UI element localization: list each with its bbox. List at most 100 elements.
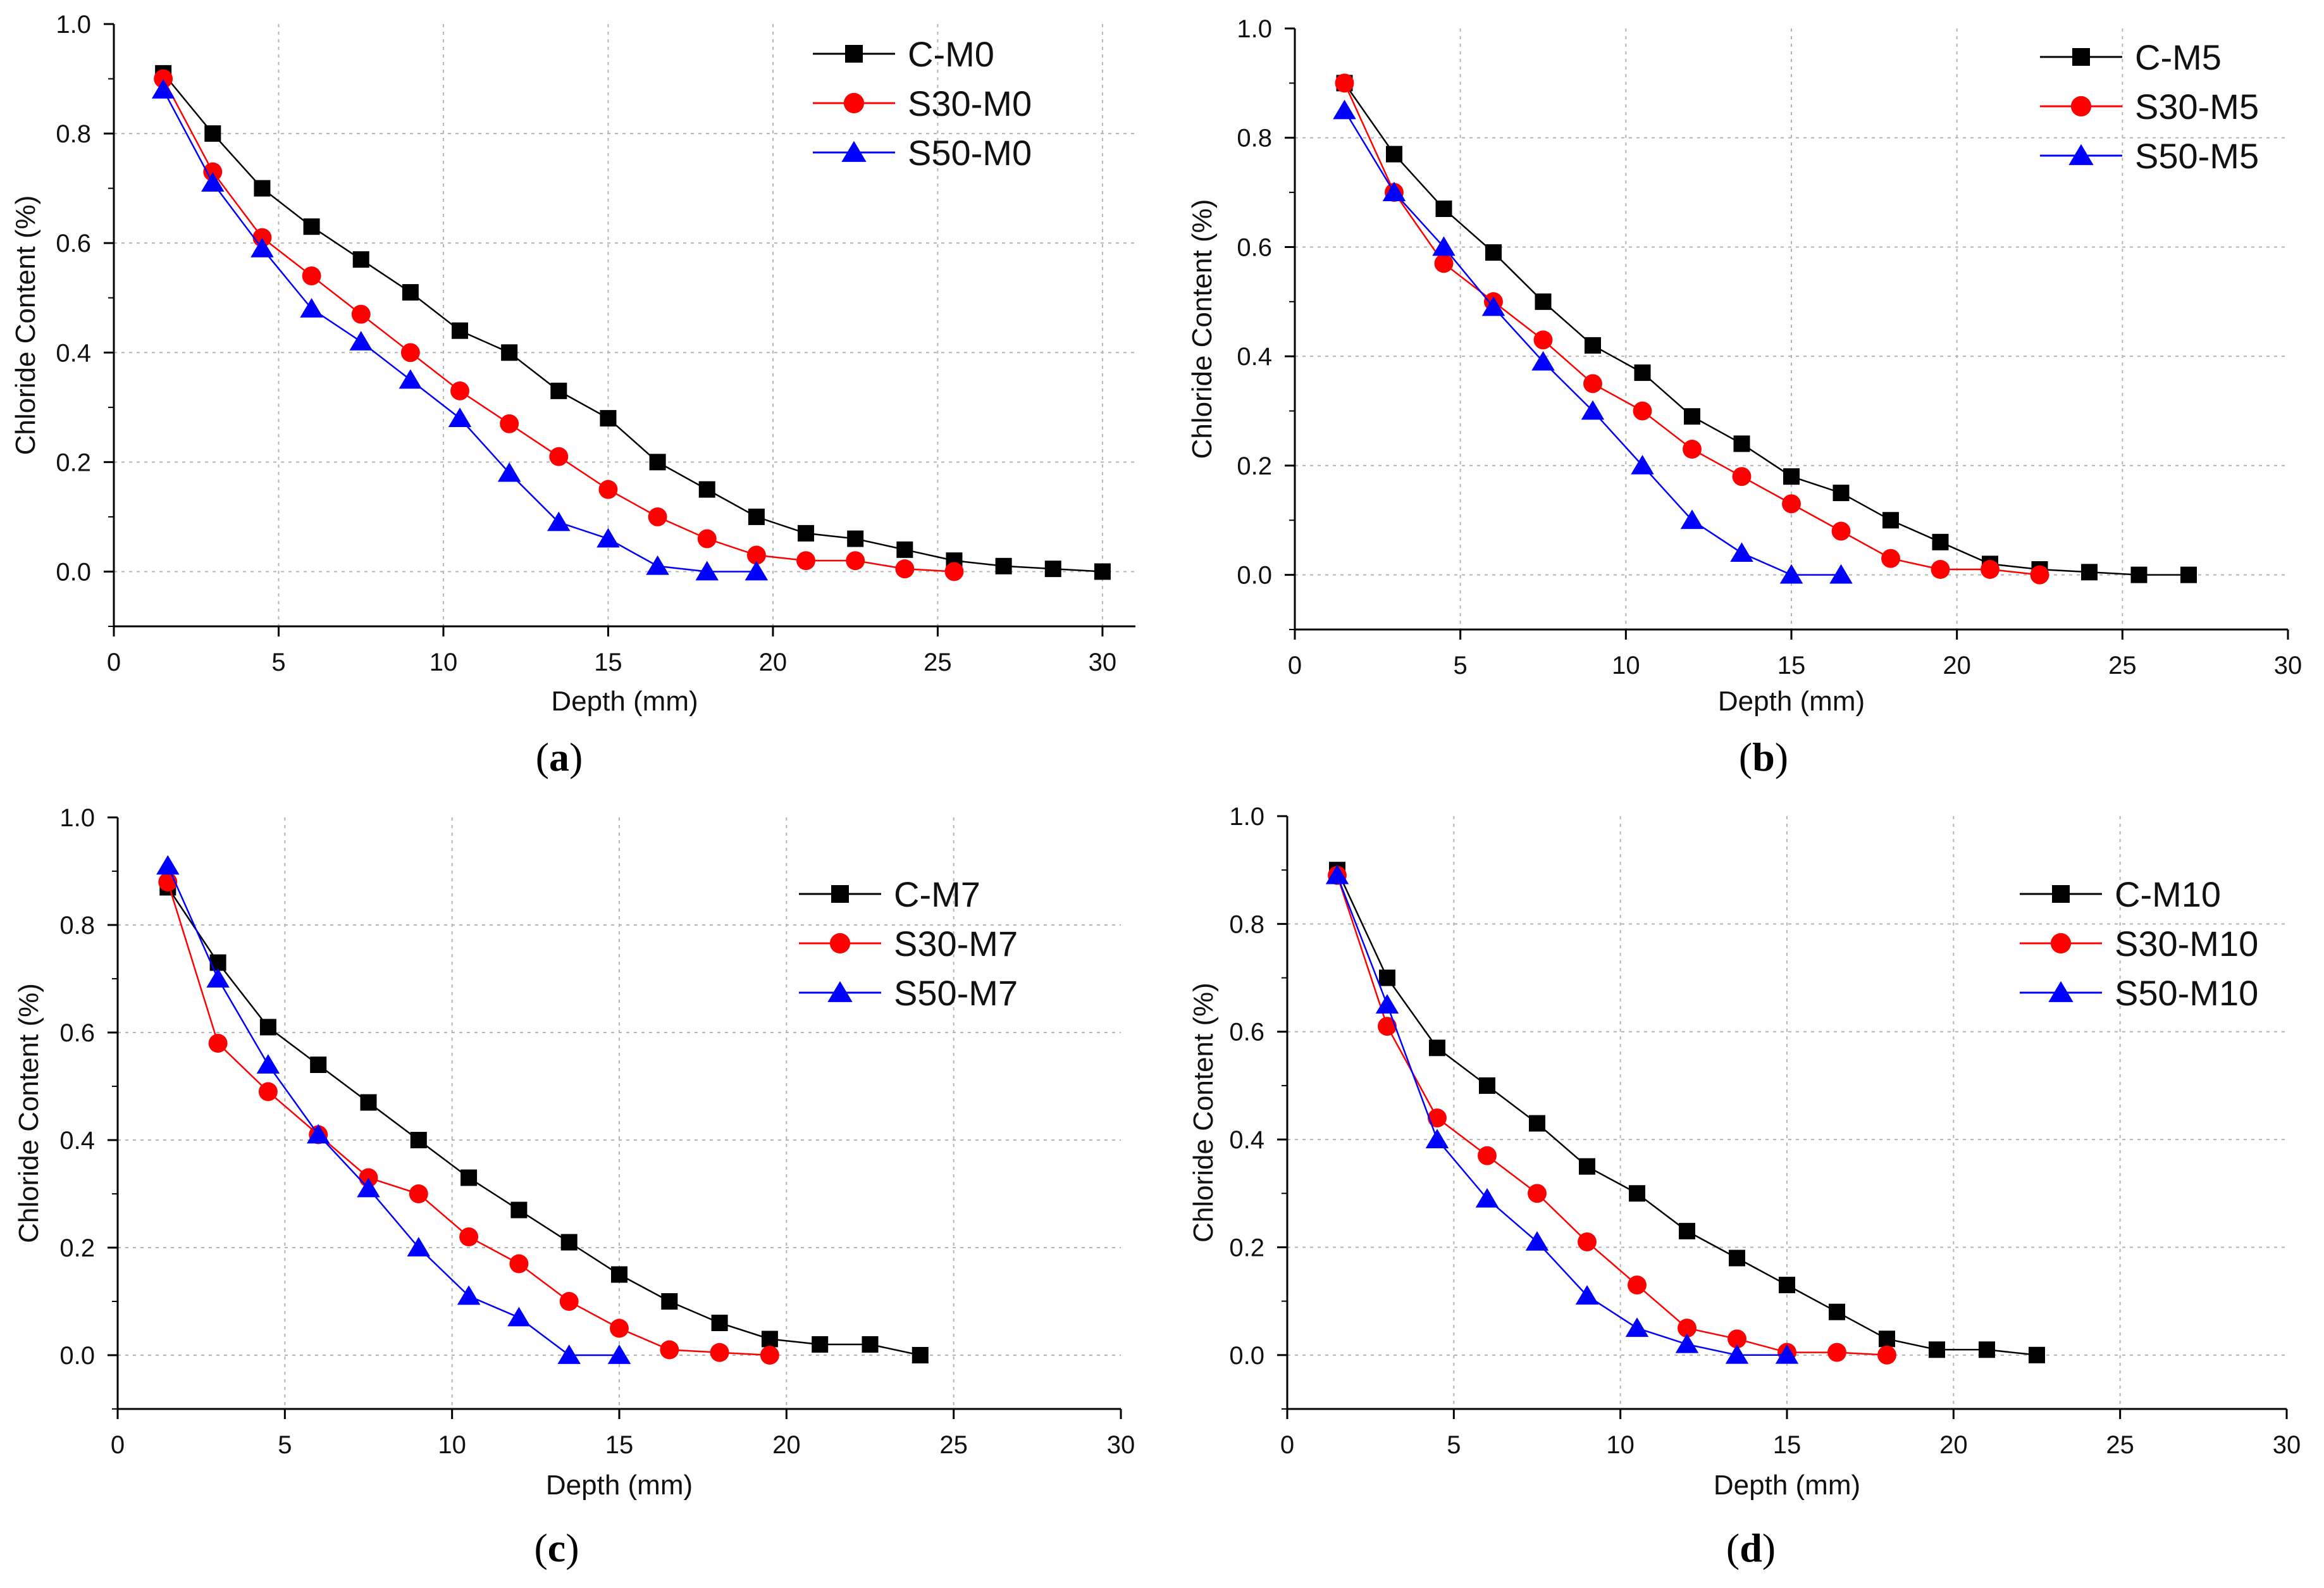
x-tick-label: 30	[2273, 1431, 2301, 1459]
data-point	[1481, 296, 1505, 316]
data-point	[448, 407, 472, 427]
x-tick-label: 15	[1777, 652, 1806, 679]
x-tick-label: 10	[1606, 1431, 1635, 1459]
data-point	[256, 1054, 280, 1074]
data-point	[1877, 1345, 1896, 1365]
data-point	[1675, 1333, 1699, 1353]
legend-label: C-M0	[908, 34, 994, 74]
data-point	[1531, 350, 1555, 371]
data-point	[697, 529, 717, 549]
data-point	[1725, 1344, 1749, 1364]
caption-open-paren: (	[536, 735, 549, 779]
x-axis-title: Depth (mm)	[546, 1470, 693, 1501]
data-point	[1633, 401, 1652, 421]
y-tick-label: 0.6	[1229, 1019, 1264, 1046]
data-point	[1729, 1250, 1745, 1267]
data-point	[1428, 1108, 1447, 1127]
x-tick-label: 20	[1943, 652, 1971, 679]
x-tick-label: 15	[605, 1431, 634, 1459]
y-axis-title: Chloride Content (%)	[1188, 983, 1219, 1243]
data-point	[402, 284, 419, 301]
data-point	[407, 1237, 431, 1256]
data-point	[557, 1344, 581, 1364]
chart-panel-d: 0 5 10 15 20 25 30 0.0 0.2 0.4 0.6 0.8 1.0 Depth (mm)…	[1188, 803, 2301, 1570]
data-point	[310, 1057, 327, 1073]
legend: C-M7 S30-M7 S50-M7	[799, 874, 1018, 1013]
caption-letter: a	[549, 735, 569, 779]
data-point	[2029, 1346, 2045, 1363]
data-point	[2030, 565, 2049, 585]
x-axis-title: Depth (mm)	[1718, 686, 1865, 717]
data-point	[995, 557, 1012, 574]
y-tick-label: 0.8	[56, 120, 91, 148]
data-point	[550, 382, 567, 399]
x-tick-label: 30	[1089, 648, 1117, 676]
data-point	[302, 266, 321, 286]
caption-open-paren: (	[534, 1525, 547, 1570]
data-point	[1379, 969, 1395, 986]
data-point	[661, 1293, 678, 1310]
data-point	[151, 78, 175, 99]
x-tick-label: 25	[2106, 1431, 2134, 1459]
data-point	[1782, 494, 1801, 514]
data-point	[1432, 236, 1456, 256]
data-point	[1325, 864, 1349, 884]
legend-marker	[845, 45, 863, 63]
legend-marker	[841, 140, 867, 162]
x-axis-title: Depth (mm)	[551, 686, 698, 717]
series-S30-M5	[1335, 73, 2049, 585]
data-point	[1386, 146, 1402, 163]
data-point	[1684, 408, 1700, 425]
x-tick-label: 10	[430, 648, 458, 676]
y-tick-label: 0.8	[59, 912, 95, 940]
series-S30-M7	[158, 872, 779, 1365]
series-S50-M7	[156, 855, 631, 1364]
x-tick-label: 15	[594, 648, 622, 676]
x-tick-label: 0	[107, 648, 121, 676]
data-point	[1679, 1222, 1695, 1239]
series-line	[163, 73, 1103, 573]
caption-close-paren: )	[1775, 735, 1788, 779]
data-point	[1528, 1184, 1547, 1203]
data-point	[450, 381, 469, 400]
legend-label: S50-M0	[908, 133, 1032, 173]
y-tick-label: 0.2	[59, 1234, 95, 1262]
y-tick-label: 0.0	[1237, 562, 1272, 590]
y-tick-label: 0.4	[1229, 1126, 1264, 1154]
data-point	[1533, 330, 1553, 350]
data-point	[306, 1124, 330, 1144]
data-point	[1730, 542, 1753, 562]
data-point	[1979, 1341, 1995, 1358]
legend-marker	[831, 885, 849, 903]
legend: C-M10 S30-M10 S50-M10	[2020, 874, 2258, 1013]
data-point	[649, 454, 666, 471]
data-point	[1581, 400, 1605, 420]
data-point	[1425, 1129, 1449, 1148]
data-point	[611, 1266, 627, 1283]
caption-letter: d	[1740, 1525, 1762, 1570]
data-point	[500, 414, 519, 433]
data-point	[1625, 1317, 1649, 1337]
data-point	[1478, 1146, 1497, 1165]
data-point	[300, 298, 323, 318]
data-point	[1783, 468, 1800, 485]
data-point	[847, 530, 864, 547]
caption-close-paren: )	[1762, 1525, 1776, 1570]
data-point	[460, 1169, 478, 1186]
y-tick-label: 1.0	[1229, 803, 1264, 831]
data-point	[1680, 509, 1704, 530]
chart-panel-b: 0 5 10 15 20 25 30 0.0 0.2 0.4 0.6 0.8 1.0 Depth (mm)…	[1187, 15, 2302, 779]
data-point	[258, 1082, 278, 1101]
y-axis-title: Chloride Content (%)	[1187, 199, 1218, 459]
data-point	[1827, 1343, 1846, 1362]
data-point	[695, 561, 719, 581]
x-tick-label: 5	[278, 1431, 292, 1459]
data-point	[2081, 564, 2098, 581]
data-point	[1475, 1188, 1499, 1208]
data-point	[201, 172, 225, 192]
data-point	[360, 1094, 377, 1111]
x-tick-label: 25	[939, 1431, 968, 1459]
legend-marker	[829, 933, 851, 954]
data-point	[1779, 564, 1803, 584]
